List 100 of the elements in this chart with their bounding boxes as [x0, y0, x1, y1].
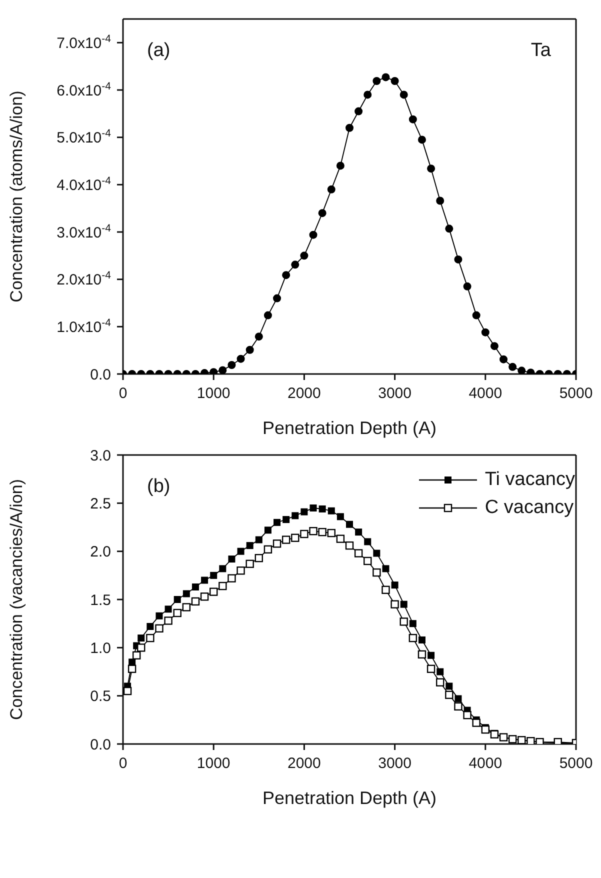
legend-label: Ti vacancy [484, 469, 575, 490]
point [445, 224, 454, 233]
point [400, 600, 408, 608]
point [408, 634, 418, 642]
point [508, 362, 517, 371]
point [164, 606, 172, 613]
point [382, 565, 390, 572]
x-tick-label: 0 [118, 755, 128, 772]
point [174, 596, 181, 603]
point [436, 196, 444, 205]
point [390, 77, 399, 86]
y-tick-label: 1.5 [90, 592, 111, 609]
point [254, 332, 263, 341]
x-tick-label: 3000 [378, 385, 412, 402]
point [228, 361, 236, 370]
y-tick-label: 2.0 [90, 544, 111, 561]
x-tick-label: 3000 [378, 755, 412, 772]
x-tick-label: 5000 [559, 385, 593, 402]
y-tick-label: 1.0 [90, 640, 111, 657]
point [210, 572, 218, 579]
point [282, 271, 290, 280]
point [137, 644, 146, 652]
point [146, 634, 154, 642]
point [436, 678, 444, 686]
annotation: Ta [530, 40, 551, 62]
x-axis-title: Penetration Depth (A) [262, 788, 437, 808]
point [282, 536, 290, 544]
point [373, 550, 380, 557]
point [138, 634, 145, 642]
point [246, 560, 254, 568]
y-axis-title: Concentration (atoms/A/ion) [7, 90, 26, 302]
x-tick-label: 2000 [288, 385, 321, 402]
x-tick-label: 0 [118, 385, 128, 402]
y-tick-label: 4.0x10$^{-4}$ [56, 174, 112, 194]
point [309, 527, 318, 536]
point [364, 556, 372, 566]
point [292, 512, 299, 520]
point [164, 616, 172, 625]
point [291, 534, 300, 542]
point [382, 73, 390, 82]
point [427, 164, 436, 173]
point [246, 542, 254, 550]
point [327, 185, 336, 194]
point [463, 282, 472, 290]
point [327, 528, 336, 538]
point [481, 328, 490, 336]
point [454, 702, 462, 711]
point [132, 651, 141, 660]
y-tick-label: 0.0 [90, 736, 111, 754]
y-tick-label: 7.0x10$^{-4}$ [56, 32, 112, 52]
y-tick-label: 5.0x10$^{-4}$ [56, 128, 112, 147]
point [354, 549, 363, 558]
point [500, 355, 508, 364]
point [191, 597, 200, 606]
point [246, 346, 254, 354]
point [364, 538, 372, 546]
point [472, 718, 480, 727]
point [228, 556, 236, 563]
point [454, 695, 462, 702]
point [201, 576, 208, 584]
point [219, 565, 226, 572]
point [372, 568, 381, 577]
point [300, 530, 308, 538]
point [264, 526, 272, 534]
point [372, 77, 381, 86]
x-tick-label: 1000 [196, 385, 230, 402]
point [300, 508, 308, 516]
y-tick-label: 0.5 [90, 688, 111, 706]
point [336, 513, 344, 520]
point [400, 618, 408, 626]
point [445, 690, 454, 699]
point [346, 124, 354, 132]
point [490, 342, 498, 350]
point [218, 582, 227, 590]
point [274, 518, 281, 526]
point [128, 664, 136, 673]
x-tick-label: 5000 [559, 755, 593, 772]
point [428, 652, 435, 659]
point [236, 566, 245, 575]
point [336, 534, 345, 543]
y-axis-title: Concentration (vacancies/A/ion) [7, 479, 26, 720]
point [156, 612, 163, 620]
point [200, 592, 209, 601]
point [436, 668, 444, 676]
x-tick-label: 4000 [468, 385, 502, 402]
point [346, 520, 353, 528]
point [282, 516, 290, 524]
y-tick-label: 2.5 [90, 495, 111, 512]
point [264, 545, 272, 554]
point [309, 230, 318, 239]
point [255, 536, 262, 544]
point [354, 107, 363, 116]
point [382, 586, 390, 594]
x-tick-label: 4000 [468, 755, 502, 772]
point [472, 311, 480, 320]
point [300, 252, 308, 260]
point [418, 650, 426, 659]
point [463, 711, 472, 720]
point [182, 590, 190, 598]
y-tick-label: 0.0 [90, 366, 111, 384]
